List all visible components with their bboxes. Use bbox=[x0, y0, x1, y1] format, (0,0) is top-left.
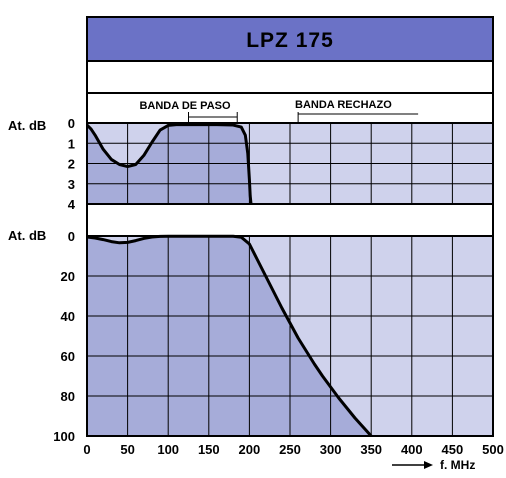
band-marks bbox=[188, 112, 419, 122]
bottom-y-tick-label: 60 bbox=[61, 349, 75, 364]
bottom-y-tick-label: 20 bbox=[61, 269, 75, 284]
top-y-tick-label: 3 bbox=[68, 177, 75, 192]
separator-strip bbox=[86, 203, 494, 237]
bottom-response-curve bbox=[86, 234, 373, 438]
x-tick-label: 200 bbox=[239, 442, 261, 457]
x-tick-label: 450 bbox=[442, 442, 464, 457]
x-tick-label: 300 bbox=[320, 442, 342, 457]
x-tick-label: 400 bbox=[401, 442, 423, 457]
x-axis-arrow-head bbox=[424, 461, 433, 469]
x-tick-label: 350 bbox=[360, 442, 382, 457]
x-tick-label: 500 bbox=[482, 442, 504, 457]
bottom-y-tick-label: 40 bbox=[61, 309, 75, 324]
top-attenuation-panel bbox=[85, 122, 494, 205]
top-y-tick-label: 0 bbox=[68, 116, 75, 131]
x-tick-label: 150 bbox=[198, 442, 220, 457]
title-band bbox=[86, 16, 494, 62]
chart-title: LPZ 175 bbox=[246, 29, 334, 52]
x-tick-label: 50 bbox=[120, 442, 134, 457]
bottom-y-tick-label: 100 bbox=[53, 429, 75, 444]
x-axis-label: f. MHz bbox=[440, 458, 475, 472]
top-response-curve bbox=[85, 123, 253, 205]
blank-strip bbox=[86, 60, 494, 94]
passband-label: BANDA DE PASO bbox=[139, 100, 231, 112]
bottom-y-axis-label: At. dB bbox=[8, 228, 46, 243]
bottom-plot-frame bbox=[86, 235, 494, 437]
bottom-attenuation-panel bbox=[86, 234, 494, 438]
bottom-area-fill bbox=[87, 236, 372, 436]
x-tick-label: 250 bbox=[279, 442, 301, 457]
top-y-tick-label: 4 bbox=[68, 197, 76, 212]
stopband-label: BANDA RECHAZO bbox=[295, 99, 392, 111]
bottom-y-tick-label: 80 bbox=[61, 389, 75, 404]
top-y-axis-label: At. dB bbox=[8, 118, 46, 133]
x-tick-label: 100 bbox=[157, 442, 179, 457]
top-y-tick-label: 1 bbox=[68, 136, 75, 151]
top-y-tick-label: 2 bbox=[68, 157, 75, 172]
x-tick-label: 0 bbox=[83, 442, 90, 457]
bottom-y-tick-label: 0 bbox=[68, 229, 75, 244]
